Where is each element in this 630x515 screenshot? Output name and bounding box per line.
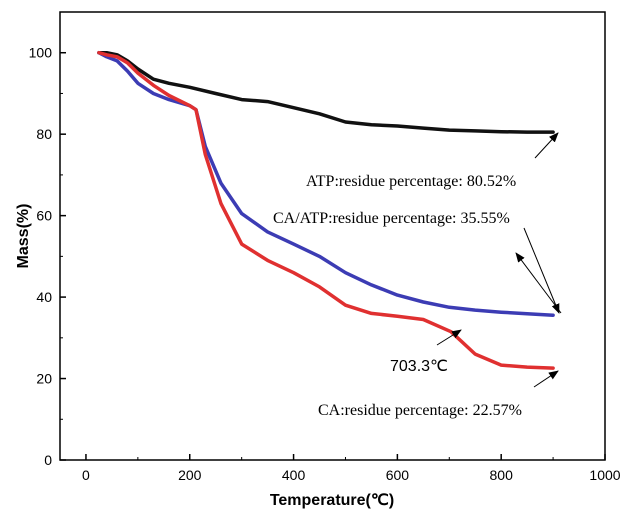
annotation-arrow-atp <box>534 132 559 159</box>
annotation-arrow-ca-atp-up <box>515 252 562 314</box>
annotation-arrow-703 <box>436 329 462 346</box>
y-tick-label: 60 <box>36 208 52 224</box>
series-line-1 <box>97 50 555 317</box>
annotation-ca: CA:residue percentage: 22.57% <box>318 402 522 419</box>
y-tick-label: 100 <box>29 45 53 61</box>
x-tick-label: 800 <box>490 467 514 483</box>
annotation-703: 703.3℃ <box>390 358 448 375</box>
series-line-0 <box>97 50 555 134</box>
annotation-arrow-ca-atp <box>523 227 560 314</box>
x-axis-title: Temperature(℃) <box>270 492 394 509</box>
y-axis-title: Mass(%) <box>15 204 32 269</box>
y-tick-label: 40 <box>36 289 52 305</box>
annotations: ATP:residue percentage: 80.52% CA/ATP:re… <box>273 132 562 419</box>
x-tick-label: 0 <box>82 467 90 483</box>
y-tick-label: 0 <box>44 452 52 468</box>
x-tick-label: 1000 <box>589 467 620 483</box>
x-tick-label: 400 <box>282 467 306 483</box>
x-ticks: 0 200 400 600 800 1000 <box>82 454 621 483</box>
annotation-arrow-ca <box>533 370 559 388</box>
annotation-ca-atp: CA/ATP:residue percentage: 35.55% <box>273 210 510 227</box>
y-ticks: 0 20 40 60 80 100 <box>29 45 66 468</box>
x-tick-label: 200 <box>178 467 202 483</box>
y-tick-label: 80 <box>36 126 52 142</box>
x-tick-label: 600 <box>386 467 410 483</box>
y-tick-label: 20 <box>36 371 52 387</box>
plot-frame <box>59 11 606 461</box>
annotation-atp: ATP:residue percentage: 80.52% <box>306 173 516 190</box>
